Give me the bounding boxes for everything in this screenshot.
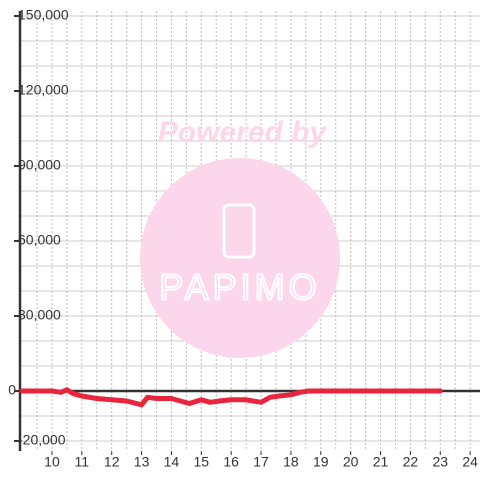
y-tick-label: 150,000: [18, 7, 69, 23]
watermark-phone: [222, 203, 256, 259]
y-tick-label: 60,000: [18, 232, 61, 248]
y-tick-label: 0: [8, 382, 16, 398]
x-tick-label: 21: [373, 454, 389, 470]
x-tick-label: 22: [403, 454, 419, 470]
x-tick-label: 13: [134, 454, 150, 470]
y-tick-label: 120,000: [18, 82, 69, 98]
x-tick-label: 23: [432, 454, 448, 470]
y-tick-label: 30,000: [18, 307, 61, 323]
x-tick-label: 19: [313, 454, 329, 470]
x-tick-label: 18: [283, 454, 299, 470]
x-tick-label: 15: [194, 454, 210, 470]
x-tick-label: 12: [104, 454, 120, 470]
x-tick-label: 11: [75, 454, 90, 470]
watermark-logo: PAPIMO: [159, 267, 320, 308]
x-tick-label: 17: [253, 454, 269, 470]
x-tick-label: 16: [223, 454, 239, 470]
watermark-text: Powered by: [158, 116, 328, 149]
x-tick-label: 14: [164, 454, 180, 470]
y-tick-label: 90,000: [18, 157, 61, 173]
y-tick-label: -20,000: [18, 432, 66, 448]
x-tick-label: 20: [343, 454, 359, 470]
x-tick-label: 10: [44, 454, 60, 470]
watermark: Powered by PAPIMO: [140, 116, 340, 358]
data-line: [19, 387, 443, 408]
x-tick-label: 24: [462, 454, 478, 470]
